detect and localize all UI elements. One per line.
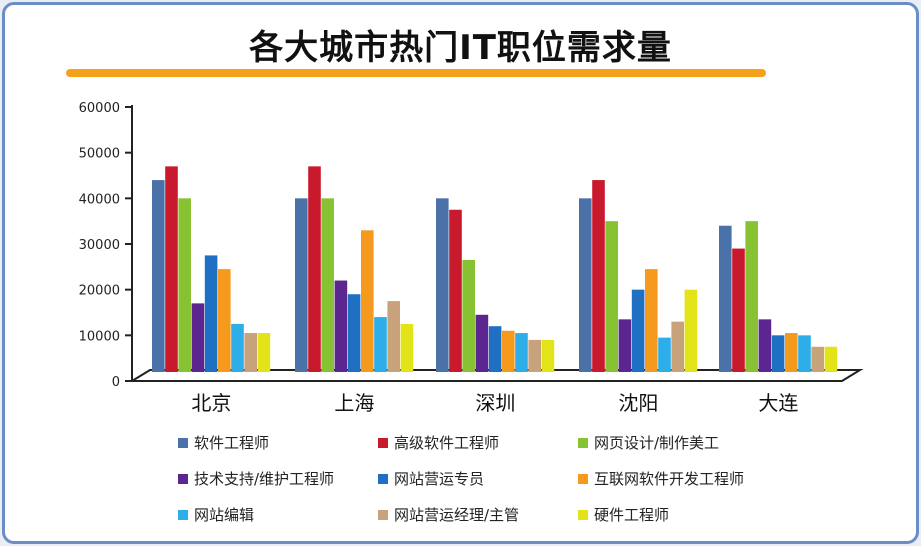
legend-swatch (578, 509, 588, 520)
y-tick-label: 10000 (79, 329, 120, 344)
legend-label: 软件工程师 (194, 434, 270, 452)
legend-label: 互联网软件开发工程师 (594, 470, 745, 488)
legend-label: 网站编辑 (194, 506, 255, 524)
bar (824, 346, 838, 372)
legend-swatch (178, 473, 188, 484)
legend-swatch (178, 437, 188, 448)
bar (231, 323, 244, 372)
bar (732, 248, 745, 372)
legend-swatch (178, 509, 188, 520)
bar (618, 319, 632, 372)
bar (771, 335, 785, 372)
legend-label: 网站营运专员 (394, 470, 485, 488)
bar (165, 166, 178, 372)
bar (204, 255, 218, 372)
x-tick-label: 上海 (334, 391, 374, 415)
bar (502, 330, 515, 372)
bar (605, 221, 618, 372)
bar (462, 259, 475, 372)
bar (592, 180, 605, 372)
legend-label: 高级软件工程师 (394, 434, 500, 452)
chart-floor (128, 369, 864, 382)
legend-label: 网站营运经理/主管 (394, 506, 520, 524)
bar (257, 333, 271, 372)
bar (745, 221, 758, 372)
bar (541, 339, 555, 372)
bar (449, 209, 462, 372)
bar (658, 337, 671, 372)
legend-swatch (378, 473, 388, 484)
y-tick-label: 30000 (79, 238, 120, 253)
bar (244, 333, 257, 372)
bar (361, 230, 374, 372)
legend-swatch (578, 437, 588, 448)
bar (347, 294, 361, 372)
x-tick-label: 大连 (758, 391, 798, 415)
chart-title: 各大城市热门IT职位需求量 (249, 28, 672, 68)
y-tick-label: 60000 (79, 101, 120, 116)
bar (785, 333, 798, 372)
bar (645, 269, 658, 372)
legend-item: 网站编辑 (178, 504, 254, 525)
bar (295, 198, 308, 372)
bar (191, 303, 205, 372)
y-tick-label: 20000 (79, 284, 120, 299)
bar (515, 333, 528, 372)
legend-item: 硬件工程师 (578, 504, 669, 525)
bar (152, 180, 165, 372)
x-tick-label: 北京 (191, 391, 231, 415)
bar (321, 198, 334, 372)
legend-item: 网页设计/制作美工 (578, 432, 719, 453)
x-tick-label: 深圳 (475, 391, 515, 415)
legend-swatch (378, 437, 388, 448)
bar (811, 346, 824, 372)
x-tick-label: 沈阳 (618, 391, 658, 415)
bar (671, 321, 684, 372)
y-tick-label: 40000 (79, 192, 120, 207)
bar (579, 198, 592, 372)
bar (758, 319, 772, 372)
legend-item: 高级软件工程师 (378, 432, 499, 453)
legend-item: 网站营运经理/主管 (378, 504, 519, 525)
bar (308, 166, 321, 372)
bar (488, 326, 502, 372)
legend-label: 网页设计/制作美工 (594, 434, 720, 452)
y-tick-label: 50000 (79, 147, 120, 162)
legend-item: 软件工程师 (178, 432, 269, 453)
bar (218, 269, 231, 372)
bar (798, 335, 811, 372)
title-underline (66, 69, 766, 77)
legend-label: 技术支持/维护工程师 (194, 470, 335, 488)
bar (334, 280, 348, 372)
bar (387, 301, 400, 372)
bar (475, 314, 489, 372)
bar (178, 198, 191, 372)
legend-item: 网站营运专员 (378, 468, 484, 489)
legend-item: 互联网软件开发工程师 (578, 468, 744, 489)
bar (719, 225, 732, 372)
bar (400, 323, 414, 372)
bar (528, 339, 541, 372)
legend-item: 技术支持/维护工程师 (178, 468, 334, 489)
y-tick-label: 0 (112, 375, 120, 390)
legend-swatch (578, 473, 588, 484)
bar (684, 289, 698, 372)
bar (436, 198, 449, 372)
legend-label: 硬件工程师 (594, 506, 670, 524)
bar (374, 317, 387, 372)
bar (631, 289, 645, 372)
legend-swatch (378, 509, 388, 520)
